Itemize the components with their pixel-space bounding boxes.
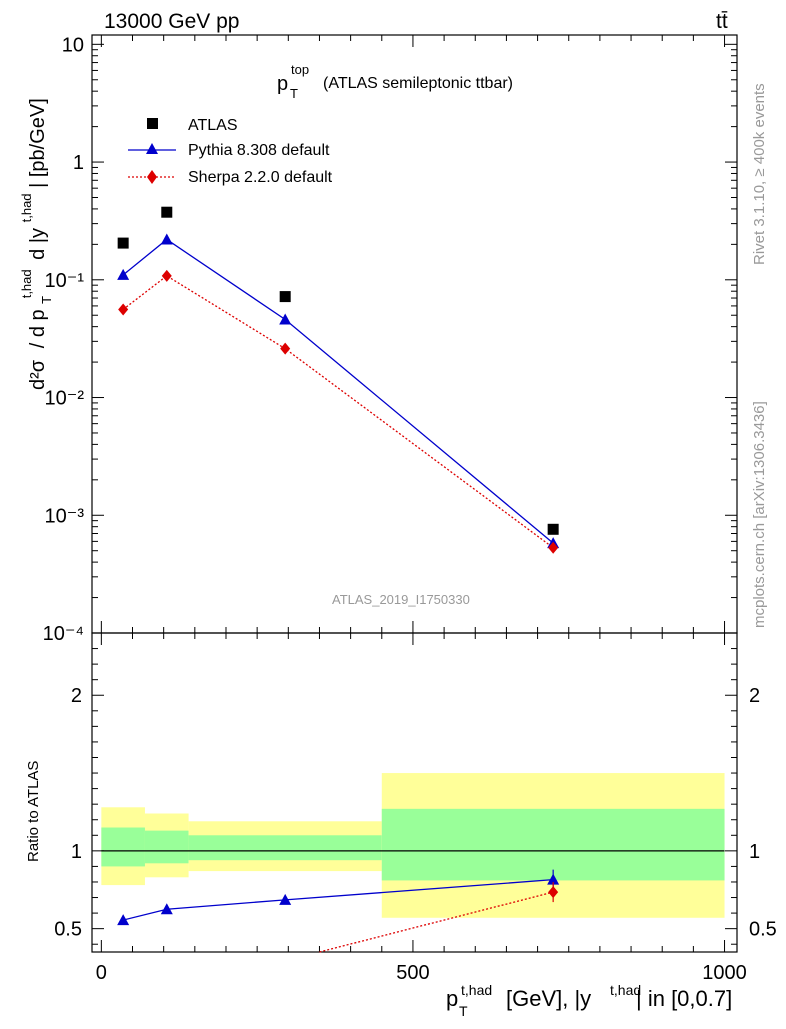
main-ytick-label: 10⁻²: [45, 388, 85, 410]
main-pythia-point: [117, 268, 130, 280]
rivet-label-group: Rivet 3.1.10, ≥ 400k events: [751, 83, 768, 265]
xlabel-p: p: [446, 986, 458, 1011]
xlabel-sup: t,had: [461, 982, 492, 998]
band-inner-bin-2: [188, 835, 382, 861]
ylabel-units: | [pb/GeV]: [27, 98, 49, 188]
ratio-pythia-point: [279, 893, 292, 905]
legend-sherpa-marker: [147, 170, 157, 184]
legend-atlas-label: ATLAS: [188, 117, 238, 134]
ratio-axis-ticks: 0.5 0.5 1 1 2 2 0 500 1000: [54, 632, 777, 984]
ratio-pythia-point: [160, 903, 173, 915]
ylabel-pt-sup: t,had: [19, 269, 34, 298]
title-p: p: [277, 73, 288, 95]
xtick-label: 0: [96, 962, 107, 984]
ratio-y-axis-label-group: Ratio to ATLAS: [25, 761, 42, 862]
ratio-sherpa-line: [319, 891, 554, 953]
main-ytick-label: 10⁻³: [45, 505, 85, 527]
main-ytick-label: 10⁻⁴: [43, 623, 84, 645]
legend-pythia-label: Pythia 8.308 default: [188, 142, 330, 159]
main-sherpa-point: [118, 303, 129, 316]
ratio-pythia-point: [117, 914, 130, 926]
main-pythia-point: [160, 233, 173, 245]
legend: ATLAS Pythia 8.308 default Sherpa 2.2.0 …: [128, 117, 333, 186]
xlabel-end: | in [0,0.7]: [636, 986, 732, 1011]
ratio-ytick-label-right: 1: [749, 841, 760, 863]
ratio-ytick-label-left: 1: [71, 841, 82, 863]
xlabel-sub: T: [459, 1003, 468, 1019]
main-pythia-line: [122, 238, 554, 544]
main-atlas-point: [117, 237, 129, 249]
ylabel-d-abs: d |y: [27, 228, 49, 260]
main-y-axis-ticks: 10⁻⁴ 10⁻³ 10⁻² 10⁻¹ 1 10: [43, 34, 737, 645]
main-pythia-point: [279, 313, 292, 325]
plot-title: p top T (ATLAS semileptonic ttbar): [277, 62, 513, 101]
ratio-ytick-label-right: 0.5: [749, 919, 777, 941]
ratio-ytick-label-left: 0.5: [54, 919, 82, 941]
band-inner-bin-1: [144, 830, 189, 864]
title-sup: top: [291, 62, 309, 77]
main-ytick-label: 10: [62, 34, 84, 56]
ylabel-d2sigma: d²σ: [27, 359, 49, 390]
main-sherpa-point: [548, 541, 559, 554]
xtick-label: 1000: [702, 962, 747, 984]
main-atlas-point: [279, 291, 291, 303]
svg-text:d²σ / d p T: d²σ / d p T t,had d |y t,had | [pb/GeV]: [14, 98, 56, 390]
process-label: tt̄: [716, 10, 728, 33]
legend-atlas-marker: [147, 118, 158, 129]
rivet-label: Rivet 3.1.10, ≥ 400k events: [751, 83, 768, 265]
ratio-ytick-label-left: 2: [71, 685, 82, 707]
xtick-label: 500: [396, 962, 429, 984]
main-sherpa-point: [161, 269, 172, 282]
ratio-plot-frame: [91, 632, 738, 953]
xlabel-sup2: t,had: [610, 982, 641, 998]
main-sherpa-point: [280, 342, 291, 355]
ratio-ytick-label-right: 2: [749, 685, 760, 707]
main-sherpa-line: [122, 275, 554, 549]
band-inner-bin-0: [101, 827, 145, 867]
ratio-pythia-line: [123, 878, 554, 921]
data-series: [117, 206, 560, 953]
main-atlas-point: [547, 523, 559, 535]
main-ytick-label: 10⁻¹: [45, 270, 85, 292]
title-sub: T: [290, 86, 298, 101]
title-rest: (ATLAS semileptonic ttbar): [323, 75, 513, 92]
ylabel-pt-sub: T: [39, 296, 54, 304]
main-ytick-label: 1: [73, 152, 84, 174]
main-atlas-point: [161, 206, 173, 218]
ylabel-y-sup: t,had: [19, 193, 34, 222]
legend-sherpa-label: Sherpa 2.2.0 default: [188, 169, 333, 186]
mcplots-label-group: mcplots.cern.ch [arXiv:1306.3436]: [751, 401, 768, 628]
ratio-y-axis-label: Ratio to ATLAS: [25, 761, 42, 862]
ratio-uncertainty-bands: [101, 773, 725, 918]
xlabel-mid: [GeV], |y: [506, 986, 591, 1011]
x-axis-label: p T t,had [GeV], |y t,had | in [0,0.7]: [446, 982, 732, 1019]
band-inner-bin-3: [381, 808, 725, 881]
ylabel-slash-d: / d p: [27, 309, 49, 348]
main-y-axis-label: d²σ / d p T t,had d |y t,had | [pb/GeV]: [14, 98, 56, 390]
legend-pythia-marker: [146, 143, 158, 154]
energy-label: 13000 GeV pp: [104, 10, 239, 33]
analysis-id: ATLAS_2019_I1750330: [332, 592, 470, 607]
mcplots-label: mcplots.cern.ch [arXiv:1306.3436]: [751, 401, 768, 628]
